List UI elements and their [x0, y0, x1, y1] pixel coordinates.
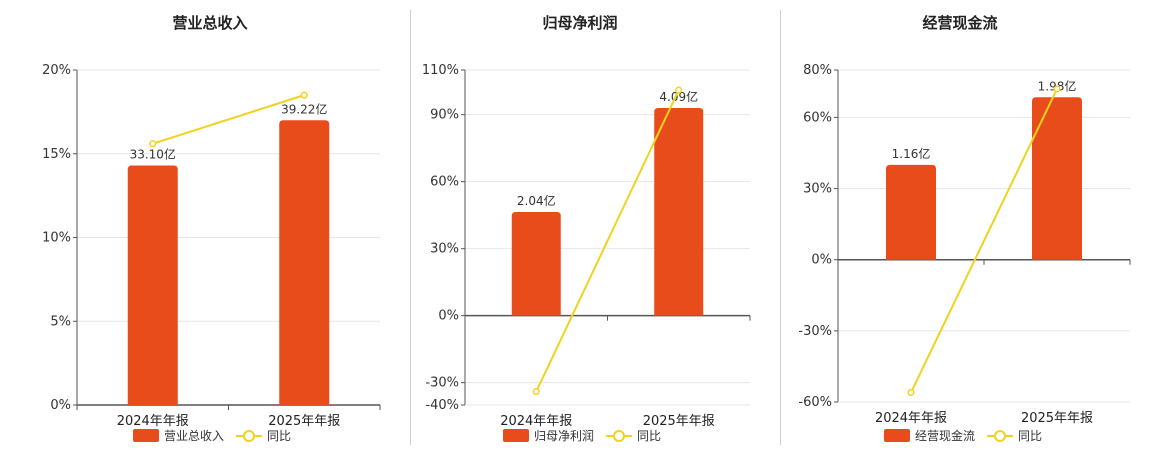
bar-data-label: 33.10亿 — [130, 146, 176, 161]
y-tick-label: 0% — [811, 253, 832, 268]
legend-bar-swatch — [503, 429, 529, 442]
legend-line-marker — [994, 430, 1006, 442]
yoy-point — [675, 86, 683, 94]
chart-panel-3: 经营现金流 -60% -30% 0% 30% 60% 80% 2024年年报 2025年年报 1.… — [798, 14, 1131, 443]
y-tick-label: 0% — [438, 309, 459, 324]
y-tick-label: 15% — [42, 147, 71, 162]
bar-data-label: 4.09亿 — [659, 89, 698, 104]
yoy-point — [149, 140, 157, 148]
y-tick-label: -30% — [798, 324, 832, 339]
panel-divider-1 — [410, 10, 411, 445]
x-category-label: 2025年年报 — [643, 414, 715, 429]
panel-divider-2 — [780, 10, 781, 445]
y-tick-label: 5% — [50, 314, 71, 329]
chart-title: 归母净利润 — [542, 14, 617, 32]
bar — [511, 212, 561, 316]
legend-line-marker — [613, 430, 625, 442]
y-tick-label: 30% — [430, 242, 459, 257]
x-category-label: 2024年年报 — [875, 411, 947, 426]
y-tick-label: 80% — [803, 63, 832, 78]
legend-bar-swatch — [884, 429, 910, 442]
legend-line-label: 同比 — [1018, 429, 1042, 443]
y-tick-label: 10% — [42, 231, 71, 246]
x-category-label: 2025年年报 — [1021, 411, 1093, 426]
y-tick-label: -60% — [798, 395, 832, 410]
yoy-point — [300, 91, 308, 99]
legend-bar-label: 经营现金流 — [915, 428, 975, 443]
bar-data-label: 2.04亿 — [517, 193, 556, 208]
y-tick-label: 90% — [430, 108, 459, 123]
chart-panel-1: 营业总收入 0% 5% 10% 15% 20% 2024年年报 2025年年报 33.10亿 39… — [42, 14, 381, 443]
bar — [279, 120, 330, 405]
y-tick-label: 110% — [422, 63, 459, 78]
y-tick-label: 20% — [42, 63, 71, 78]
y-tick-label: -40% — [425, 398, 459, 413]
bar — [127, 165, 178, 405]
chart-panel-2: 归母净利润 -40% -30% 0% 30% 60% 90% 110% 2024年年报 2025年… — [422, 14, 751, 443]
bar-data-label: 1.16亿 — [892, 146, 931, 161]
legend-line-marker — [243, 430, 255, 442]
yoy-line — [152, 94, 305, 145]
bar — [886, 164, 936, 260]
x-category-label: 2024年年报 — [500, 414, 572, 429]
yoy-point — [532, 388, 540, 396]
bar — [654, 107, 704, 316]
legend-bar-swatch — [133, 429, 159, 442]
legend-bar-label: 归母净利润 — [534, 429, 594, 443]
yoy-line — [910, 88, 1058, 393]
bar — [1032, 97, 1082, 260]
x-category-label: 2024年年报 — [117, 414, 189, 429]
y-tick-label: 60% — [430, 175, 459, 190]
legend-line-label: 同比 — [637, 429, 661, 443]
y-tick-label: 60% — [803, 110, 832, 125]
yoy-point — [907, 388, 915, 397]
legend-bar-label: 营业总收入 — [164, 429, 224, 443]
bar-data-label: 39.22亿 — [281, 101, 327, 116]
y-tick-label: -30% — [425, 376, 459, 391]
x-category-label: 2025年年报 — [268, 414, 340, 429]
chart-title: 营业总收入 — [172, 14, 247, 32]
y-tick-label: 30% — [803, 182, 832, 197]
legend-line-label: 同比 — [267, 429, 291, 443]
yoy-point — [1053, 85, 1061, 93]
chart-title: 经营现金流 — [922, 14, 997, 32]
y-tick-label: 0% — [50, 398, 71, 413]
yoy-line — [535, 89, 680, 393]
